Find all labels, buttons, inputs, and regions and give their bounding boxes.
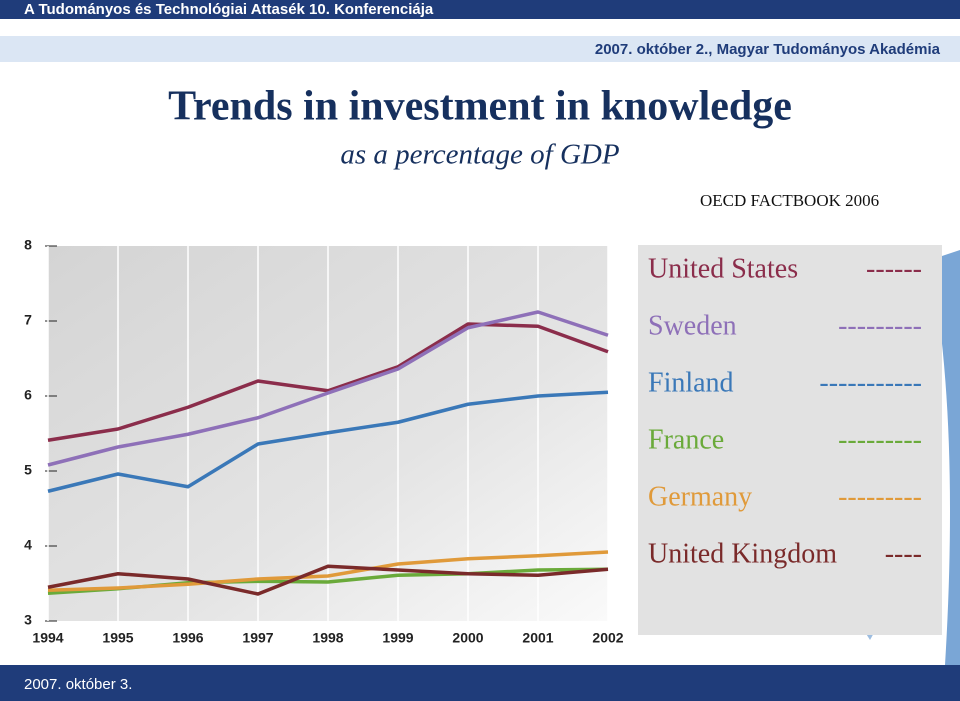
legend-label: Sweden — [648, 310, 737, 341]
conference-title: A Tudományos és Technológiai Attasék 10.… — [24, 1, 434, 18]
decoration — [930, 250, 960, 665]
top-bar — [0, 0, 960, 19]
date-bar — [0, 36, 960, 62]
chart-subtitle: as a percentage of GDP — [340, 139, 619, 171]
footer-date: 2007. október 3. — [24, 676, 132, 693]
x-tick-label: 2002 — [592, 630, 623, 646]
series-line — [47, 390, 609, 493]
x-tick-label: 1999 — [382, 630, 413, 646]
legend-marker: --------- — [838, 481, 922, 512]
legend-marker: ---- — [885, 538, 922, 569]
series-line — [47, 564, 609, 596]
legend-marker: --------- — [838, 310, 922, 341]
y-tick-label: 5 — [24, 462, 32, 478]
x-tick-label: 1994 — [32, 630, 63, 646]
legend-label: United Kingdom — [648, 538, 837, 569]
x-tick-label: 1997 — [242, 630, 273, 646]
x-tick-label: 2001 — [522, 630, 553, 646]
chart-title: Trends in investment in knowledge — [168, 84, 792, 130]
date-place: 2007. október 2., Magyar Tudományos Akad… — [595, 41, 941, 58]
legend-marker: ----------- — [819, 367, 922, 398]
y-tick-label: 6 — [24, 387, 32, 403]
source: OECD FACTBOOK 2006 — [700, 191, 879, 210]
series-line — [47, 550, 609, 592]
legend-marker: ------ — [866, 253, 922, 284]
y-tick-label: 7 — [24, 312, 32, 328]
legend-label: United States — [648, 253, 798, 284]
y-tick-label: 4 — [24, 537, 32, 553]
legend-label: France — [648, 424, 724, 455]
series-line — [47, 310, 609, 467]
x-tick-label: 2000 — [452, 630, 483, 646]
legend-label: Germany — [648, 481, 752, 512]
legend-box — [638, 245, 942, 635]
footer-bar — [0, 665, 960, 701]
x-tick-label: 1998 — [312, 630, 343, 646]
x-tick-label: 1996 — [172, 630, 203, 646]
y-tick-label: 3 — [24, 612, 32, 628]
y-tick-label: 8 — [24, 237, 32, 253]
series-line — [47, 322, 609, 442]
legend-label: Finland — [648, 367, 734, 398]
x-tick-label: 1995 — [102, 630, 133, 646]
plot: 3 4 5 6 7 8 1994 1995 1996 1997 1998 1999 2000 2001 20… — [24, 237, 922, 646]
legend-marker: --------- — [838, 424, 922, 455]
